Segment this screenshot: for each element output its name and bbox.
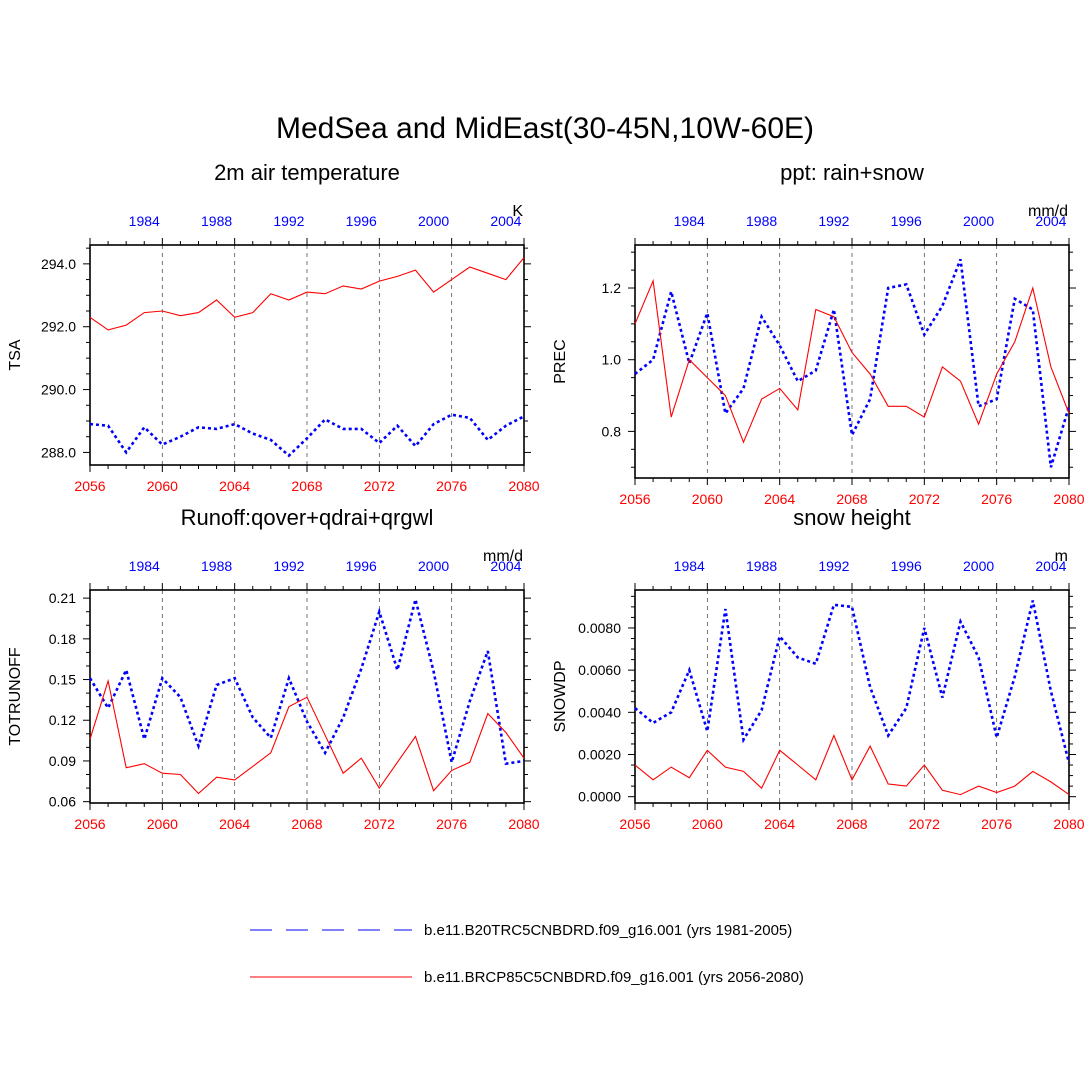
- series-line-future: [634, 734, 1070, 796]
- x-tick-label-top: 1992: [818, 558, 849, 574]
- x-tick-label-bottom: 2060: [692, 816, 723, 832]
- x-tick-label-top: 1996: [891, 558, 922, 574]
- y-tick-label: 1.0: [602, 352, 622, 368]
- x-tick-label-bottom: 2064: [219, 816, 250, 832]
- x-tick-label-bottom: 2064: [219, 478, 250, 494]
- x-tick-label-bottom: 2064: [764, 816, 795, 832]
- x-tick-label-bottom: 2068: [291, 478, 322, 494]
- chart-panel-2: ppt: rain+snow mm/d PREC 2056 2060 2064 2068 20…: [552, 160, 1085, 507]
- y-tick-label: 0.21: [49, 590, 76, 606]
- units-label: mm/d: [1028, 203, 1068, 220]
- x-tick-label-bottom: 2056: [74, 816, 105, 832]
- x-tick-label-top: 2000: [963, 558, 994, 574]
- x-tick-label-bottom: 2080: [1053, 491, 1084, 507]
- x-tick-label-bottom: 2072: [909, 491, 940, 507]
- chart-panel-4: snow height m SNOWDP 2056 2060 2064 2068 2072 20…: [552, 505, 1085, 832]
- y-tick-label: 0.8: [602, 423, 622, 439]
- x-tick-label-top: 1992: [818, 213, 849, 229]
- y-tick-label: 0.18: [49, 631, 76, 647]
- x-tick-label-top: 2000: [418, 213, 449, 229]
- x-tick-label-bottom: 2076: [981, 491, 1012, 507]
- x-tick-label-bottom: 2072: [909, 816, 940, 832]
- x-tick-label-top: 1988: [201, 213, 232, 229]
- x-tick-label-bottom: 2064: [764, 491, 795, 507]
- chart-panel-1: 2m air temperature K TSA 2056 2060 2064 2068 20…: [7, 160, 540, 494]
- x-tick-label-bottom: 2060: [147, 816, 178, 832]
- y-tick-label: 0.0080: [578, 620, 621, 636]
- y-tick-label: 0.15: [49, 672, 76, 688]
- legend-future-label: b.e11.BRCP85C5CNBDRD.f09_g16.001 (yrs 20…: [424, 969, 804, 986]
- x-tick-label-top: 1988: [201, 558, 232, 574]
- series-line-future: [634, 278, 1070, 444]
- series-line-historical: [634, 258, 1071, 468]
- x-tick-label-top: 1988: [746, 558, 777, 574]
- x-tick-label-bottom: 2080: [508, 478, 539, 494]
- chart-panel-3: Runoff:qover+qdrai+qrgwl mm/d TOTRUNOFF 205…: [7, 505, 540, 832]
- series-line-future: [89, 257, 525, 331]
- y-axis-label: SNOWDP: [552, 661, 569, 733]
- x-tick-label-bottom: 2056: [74, 478, 105, 494]
- x-tick-label-bottom: 2068: [836, 491, 867, 507]
- x-tick-label-top: 1992: [273, 213, 304, 229]
- y-tick-label: 294.0: [41, 256, 76, 272]
- y-tick-label: 0.0040: [578, 704, 621, 720]
- x-tick-label-bottom: 2080: [1053, 816, 1084, 832]
- chart-title: Runoff:qover+qdrai+qrgwl: [181, 505, 434, 530]
- legend: b.e11.B20TRC5CNBDRD.f09_g16.001 (yrs 198…: [250, 922, 804, 986]
- x-tick-label-bottom: 2068: [291, 816, 322, 832]
- x-tick-label-top: 1996: [891, 213, 922, 229]
- x-tick-label-top: 2004: [490, 213, 521, 229]
- x-tick-label-top: 1992: [273, 558, 304, 574]
- legend-historical-label: b.e11.B20TRC5CNBDRD.f09_g16.001 (yrs 198…: [424, 922, 792, 939]
- series-line-historical: [88, 599, 525, 766]
- x-tick-label-bottom: 2056: [619, 816, 650, 832]
- y-axis-label: PREC: [552, 339, 569, 383]
- y-tick-label: 0.09: [49, 753, 76, 769]
- x-tick-label-bottom: 2080: [508, 816, 539, 832]
- units-label: K: [512, 203, 523, 220]
- series-line-historical: [89, 413, 525, 458]
- x-tick-label-top: 1984: [674, 213, 705, 229]
- y-tick-label: 292.0: [41, 319, 76, 335]
- x-tick-label-top: 1996: [346, 213, 377, 229]
- chart-title: snow height: [793, 505, 910, 530]
- series-line-future: [89, 678, 525, 795]
- y-tick-label: 0.0000: [578, 789, 621, 805]
- x-tick-label-bottom: 2076: [436, 816, 467, 832]
- y-tick-label: 290.0: [41, 382, 76, 398]
- chart-panels: 2m air temperature K TSA 2056 2060 2064 2068 20…: [7, 160, 1085, 832]
- x-tick-label-top: 2004: [1035, 213, 1066, 229]
- main-title: MedSea and MidEast(30-45N,10W-60E): [275, 112, 815, 145]
- y-axis-label: TSA: [7, 339, 24, 370]
- y-tick-label: 0.06: [49, 794, 76, 810]
- chart-title: 2m air temperature: [214, 160, 400, 185]
- x-tick-label-top: 2000: [418, 558, 449, 574]
- y-tick-label: 0.0020: [578, 746, 621, 762]
- x-tick-label-top: 1984: [129, 558, 160, 574]
- x-tick-label-bottom: 2056: [619, 491, 650, 507]
- x-tick-label-top: 1996: [346, 558, 377, 574]
- chart-title: ppt: rain+snow: [780, 160, 924, 185]
- x-tick-label-top: 2004: [490, 558, 521, 574]
- units-label: mm/d: [483, 548, 523, 565]
- x-tick-label-bottom: 2076: [981, 816, 1012, 832]
- x-tick-label-bottom: 2072: [364, 816, 395, 832]
- x-tick-label-top: 2004: [1035, 558, 1066, 574]
- x-tick-label-top: 2000: [963, 213, 994, 229]
- y-tick-label: 0.0060: [578, 662, 621, 678]
- x-tick-label-bottom: 2076: [436, 478, 467, 494]
- x-tick-label-bottom: 2068: [836, 816, 867, 832]
- x-tick-label-top: 1984: [674, 558, 705, 574]
- x-tick-label-top: 1988: [746, 213, 777, 229]
- y-tick-label: 0.12: [49, 712, 76, 728]
- x-tick-label-bottom: 2072: [364, 478, 395, 494]
- y-tick-label: 288.0: [41, 444, 76, 460]
- units-label: m: [1055, 548, 1068, 565]
- y-tick-label: 1.2: [602, 280, 622, 296]
- y-axis-label: TOTRUNOFF: [7, 647, 24, 746]
- x-tick-label-bottom: 2060: [692, 491, 723, 507]
- x-tick-label-top: 1984: [129, 213, 160, 229]
- x-tick-label-bottom: 2060: [147, 478, 178, 494]
